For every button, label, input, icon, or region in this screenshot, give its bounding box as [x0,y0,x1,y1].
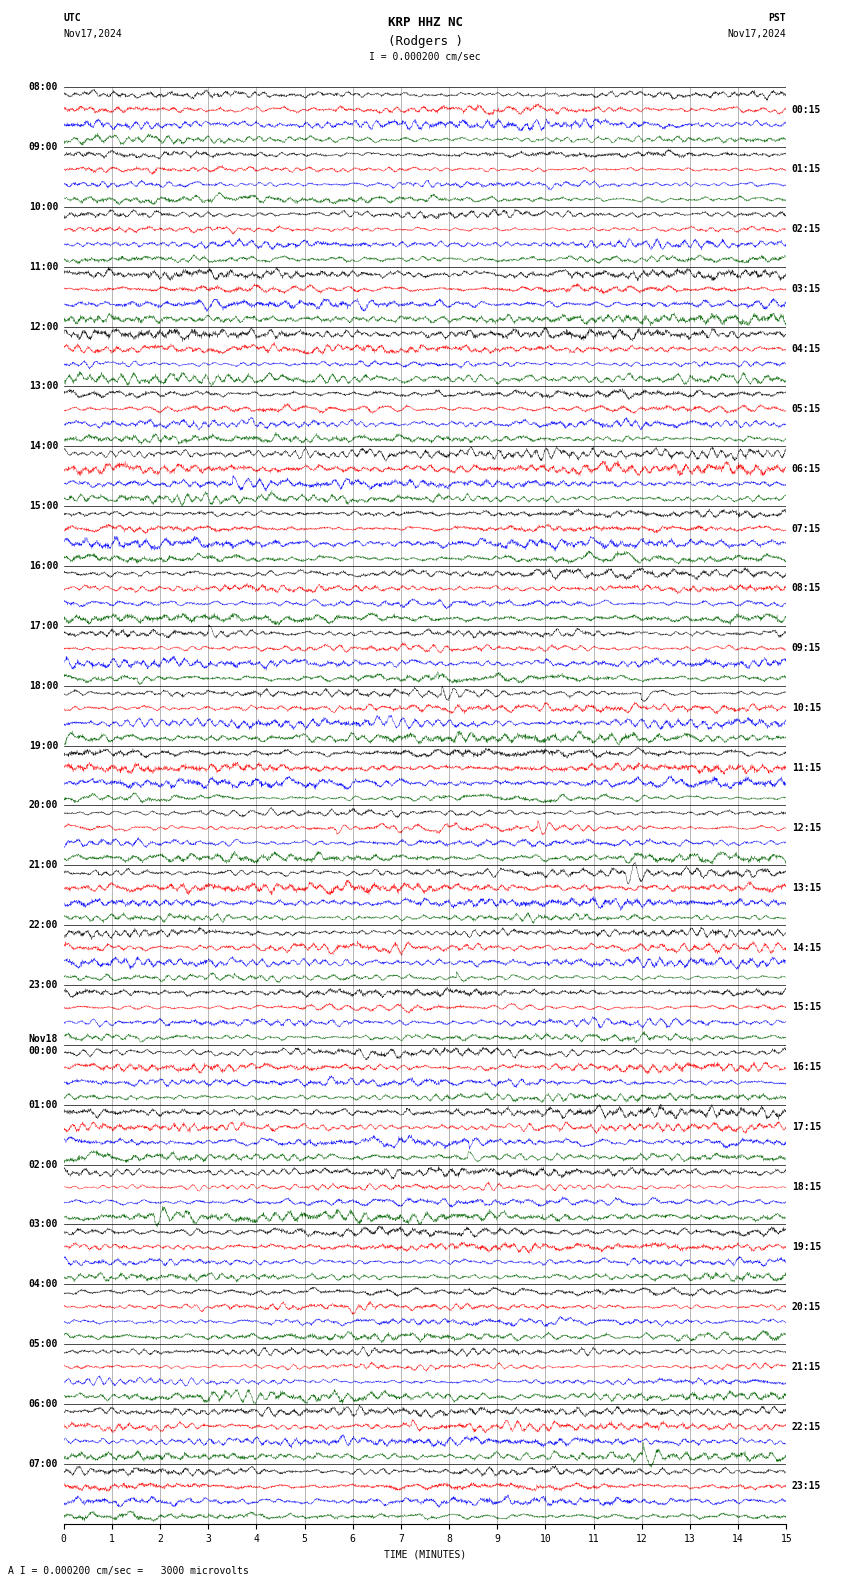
Text: 10:15: 10:15 [792,703,821,713]
Text: PST: PST [768,13,786,22]
Text: 19:15: 19:15 [792,1242,821,1251]
Text: 20:15: 20:15 [792,1302,821,1312]
Text: 04:15: 04:15 [792,344,821,353]
Text: 00:15: 00:15 [792,105,821,114]
Text: I = 0.000200 cm/sec: I = 0.000200 cm/sec [369,52,481,62]
Text: 03:15: 03:15 [792,284,821,295]
Text: Nov18
00:00: Nov18 00:00 [29,1034,58,1055]
Text: 21:15: 21:15 [792,1362,821,1372]
Text: 19:00: 19:00 [29,741,58,751]
Text: 05:15: 05:15 [792,404,821,413]
Text: 10:00: 10:00 [29,201,58,212]
Text: 02:15: 02:15 [792,225,821,234]
Text: 21:00: 21:00 [29,860,58,870]
Text: A I = 0.000200 cm/sec =   3000 microvolts: A I = 0.000200 cm/sec = 3000 microvolts [8,1567,249,1576]
Text: 01:15: 01:15 [792,165,821,174]
Text: (Rodgers ): (Rodgers ) [388,35,462,48]
Text: 18:00: 18:00 [29,681,58,691]
Text: 08:00: 08:00 [29,82,58,92]
Text: 01:00: 01:00 [29,1099,58,1110]
Text: 09:15: 09:15 [792,643,821,653]
Text: 23:15: 23:15 [792,1481,821,1492]
Text: 20:00: 20:00 [29,800,58,811]
Text: 22:15: 22:15 [792,1421,821,1432]
Text: 16:15: 16:15 [792,1063,821,1072]
Text: 13:00: 13:00 [29,382,58,391]
Text: 06:15: 06:15 [792,464,821,474]
Text: 18:15: 18:15 [792,1182,821,1193]
Text: 22:00: 22:00 [29,920,58,930]
Text: 07:00: 07:00 [29,1459,58,1468]
Text: 04:00: 04:00 [29,1280,58,1289]
Text: 06:00: 06:00 [29,1399,58,1410]
X-axis label: TIME (MINUTES): TIME (MINUTES) [384,1549,466,1559]
Text: 12:15: 12:15 [792,824,821,833]
Text: 07:15: 07:15 [792,524,821,534]
Text: 09:00: 09:00 [29,143,58,152]
Text: 13:15: 13:15 [792,882,821,893]
Text: 17:15: 17:15 [792,1121,821,1133]
Text: 16:00: 16:00 [29,561,58,570]
Text: KRP HHZ NC: KRP HHZ NC [388,16,462,29]
Text: 15:15: 15:15 [792,1003,821,1012]
Text: 03:00: 03:00 [29,1220,58,1229]
Text: 14:00: 14:00 [29,442,58,451]
Text: 15:00: 15:00 [29,501,58,512]
Text: Nov17,2024: Nov17,2024 [64,29,122,38]
Text: 17:00: 17:00 [29,621,58,630]
Text: 05:00: 05:00 [29,1338,58,1350]
Text: Nov17,2024: Nov17,2024 [728,29,786,38]
Text: 02:00: 02:00 [29,1159,58,1169]
Text: 08:15: 08:15 [792,583,821,594]
Text: UTC: UTC [64,13,82,22]
Text: 11:00: 11:00 [29,261,58,272]
Text: 23:00: 23:00 [29,980,58,990]
Text: 11:15: 11:15 [792,763,821,773]
Text: 14:15: 14:15 [792,942,821,952]
Text: 12:00: 12:00 [29,322,58,331]
